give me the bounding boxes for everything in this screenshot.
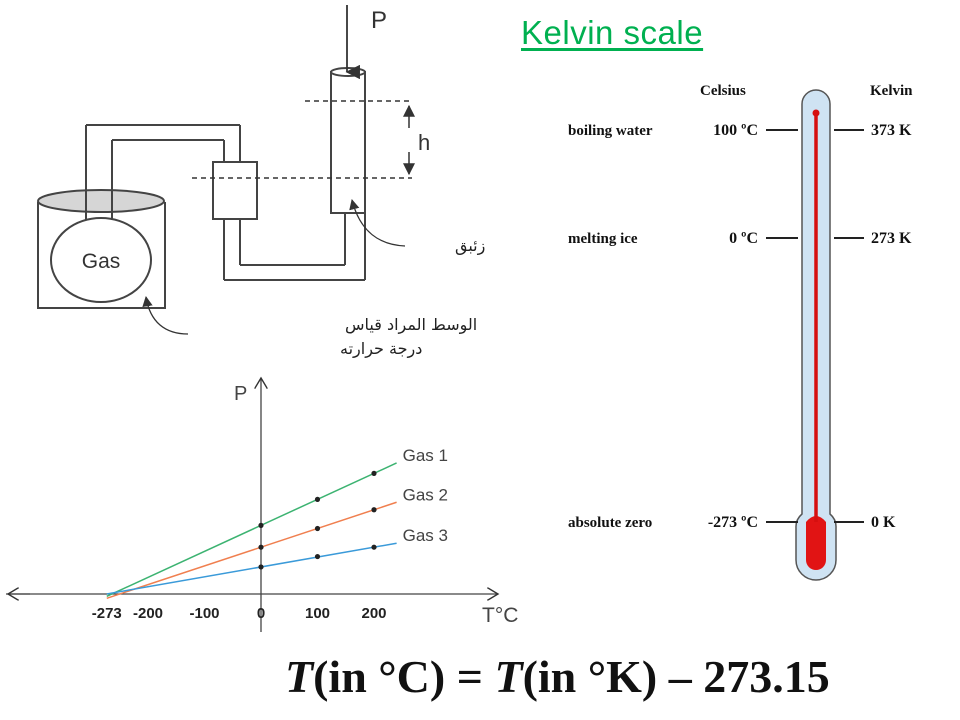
valve-block [212,161,258,220]
pressure-temperature-chart: P T°C Gas 1 Gas 2 Gas 3 -273 -200 -100 0 100 20… [6,378,518,632]
formula-rhs-tail: – 273.15 [657,651,830,702]
formula-equals: = [445,651,495,702]
series-line-gas-1 [106,462,397,598]
kelvin-conversion-formula: T(in °C) = T(in °K) – 273.15 [285,650,830,703]
x-tick-label: 200 [361,605,386,622]
gas-label: Gas [82,250,121,273]
formula-rhs-var: T [494,651,523,702]
data-point-gas-2 [371,507,377,513]
slide-title-link[interactable]: Kelvin scale [521,14,704,51]
data-point-gas-3 [258,564,264,570]
data-point-gas-2 [258,544,264,550]
legend-label-gas-2: Gas 2 [403,485,448,504]
celsius-value-absolute-zero: -273 ºC [708,514,758,531]
mercury-label: زئبق [455,236,485,256]
mercury-column [330,71,366,214]
series-line-gas-3 [106,542,397,595]
formula-lhs-var: T [285,651,314,702]
x-tick-label: -200 [133,605,163,622]
medium-pointer [142,295,189,335]
tick-layer: -273 -200 -100 0 100 200 [92,605,387,622]
kelvin-header: Kelvin [870,83,913,99]
mercury-top [812,109,820,117]
gas-bulb [50,217,152,303]
pressure-label: P [371,7,387,34]
formula-rhs-unit: (in °K) [522,651,658,702]
row-label-boiling: boiling water [568,123,653,139]
x-axis-label: T°C [482,604,518,627]
celsius-value-boiling: 100 ºC [713,122,758,139]
kelvin-value-boiling: 373 K [871,122,912,139]
kelvin-value-absolute-zero: 0 K [871,514,896,531]
row-label-absolute-zero: absolute zero [568,515,652,531]
data-point-gas-3 [371,544,377,550]
data-point-gas-3 [314,553,321,560]
mercury-pointer [349,198,406,247]
data-point-gas-1 [371,470,377,476]
data-point-gas-1 [314,496,321,502]
medium-label-line2: درجة حرارته [340,339,422,359]
legend-label-gas-3: Gas 3 [403,526,448,545]
x-tick-label: -100 [189,605,219,622]
celsius-header: Celsius [700,83,746,99]
series-line-gas-2 [106,501,397,600]
kelvin-value-melting: 273 K [871,230,912,247]
series-layer: Gas 1 Gas 2 Gas 3 [106,446,448,600]
formula-lhs-unit: (in °C) [313,651,446,702]
row-label-melting: melting ice [568,231,638,247]
thermometer: Celsius Kelvin boiling water 100 ºC 373 … [568,83,913,581]
height-label: h [418,130,430,155]
medium-label-line1: الوسط المراد قياس [345,315,477,335]
thermometer-bulb [806,516,826,570]
x-tick-label: 100 [305,605,330,622]
legend-label-gas-1: Gas 1 [403,446,448,465]
data-point-gas-2 [314,525,321,532]
celsius-value-melting: 0 ºC [729,230,758,247]
x-tick-label: -273 [92,605,122,622]
gas-container-top [37,189,165,213]
x-tick-label: 0 [257,605,265,622]
data-point-gas-1 [258,522,264,528]
y-axis-label: P [234,383,247,405]
gas-apparatus [37,67,366,309]
